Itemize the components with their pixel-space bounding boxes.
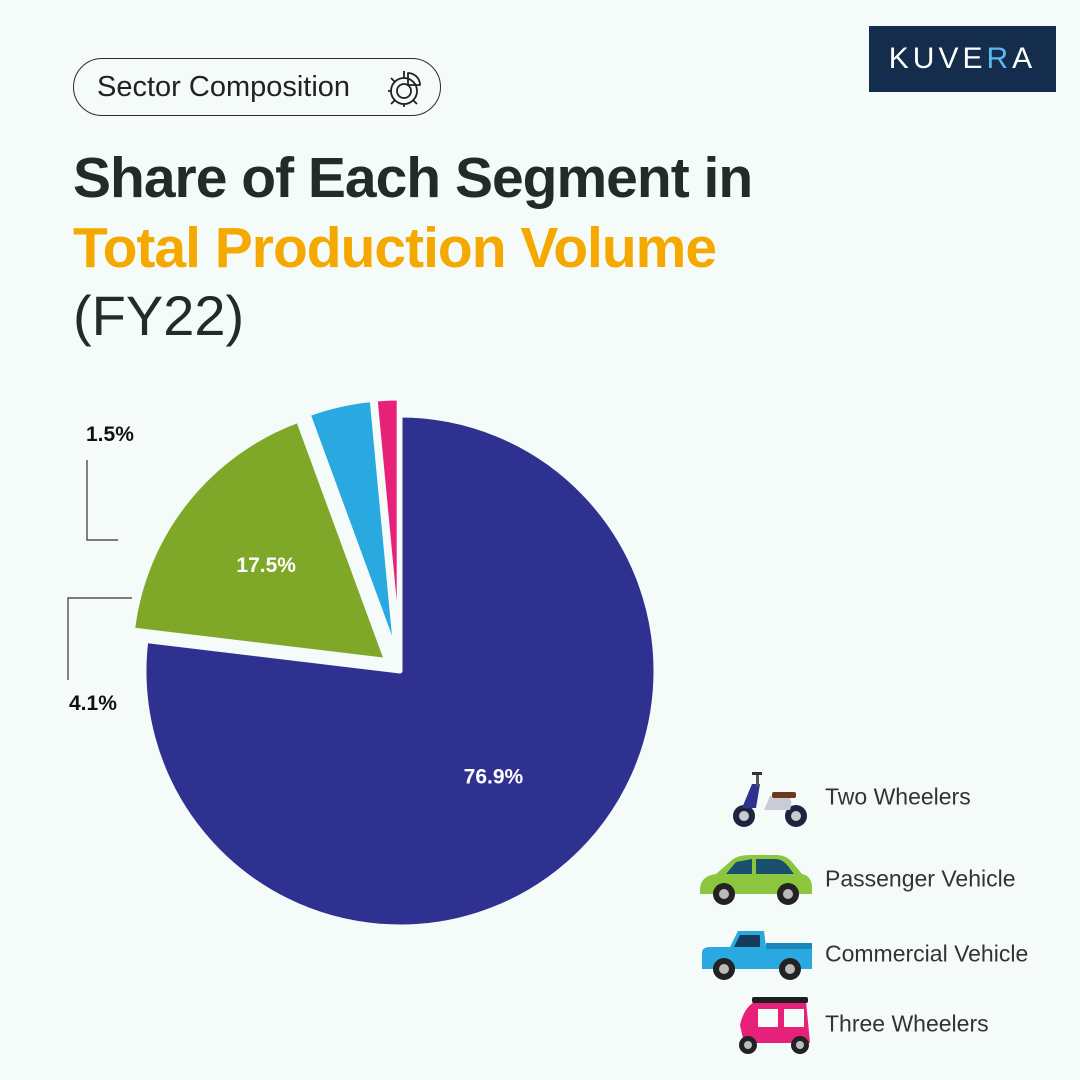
logo-text-accent: R [986, 42, 1013, 75]
pie-chart: 76.9% 17.5% 4.1% 1.5% [67, 395, 659, 930]
legend-label: Three Wheelers [825, 1010, 989, 1037]
chart-subtitle: (FY22) [73, 284, 245, 347]
sector-badge-label: Sector Composition [97, 70, 351, 103]
legend-item-commercial-vehicle: Commercial Vehicle [694, 921, 1074, 987]
sector-badge: Sector Composition [73, 58, 441, 116]
legend-label: Passenger Vehicle [825, 865, 1016, 892]
slice-label-two-wheelers: 76.9% [464, 765, 524, 788]
pickup-truck-icon [702, 931, 812, 980]
pie-slice-passenger-vehicle [129, 417, 390, 663]
leader-line-commercial-vehicle [67, 597, 132, 680]
slice-label-three-wheelers: 1.5% [86, 423, 134, 446]
legend-label: Commercial Vehicle [825, 940, 1029, 967]
legend-item-passenger-vehicle: Passenger Vehicle [694, 846, 1074, 912]
kuvera-logo: KUVE R A [869, 26, 1056, 92]
pie-slice-two-wheelers [141, 412, 659, 930]
slice-label-passenger-vehicle: 17.5% [236, 554, 296, 577]
pie-chart-gear-icon [388, 71, 421, 107]
legend-label: Two Wheelers [825, 783, 971, 810]
title-line-2: Total Production Volume [73, 216, 717, 280]
scooter-icon [733, 772, 807, 827]
legend-item-three-wheelers: Three Wheelers [694, 991, 1074, 1057]
auto-rickshaw-icon [739, 997, 810, 1054]
pie-slice-three-wheelers [372, 395, 402, 657]
logo-text-main: KUVE [888, 42, 987, 75]
legend-item-two-wheelers: Two Wheelers [694, 764, 1074, 830]
logo-text-end: A [1012, 42, 1037, 75]
leader-line-three-wheelers [86, 460, 118, 541]
pie-slice-commercial-vehicle [305, 397, 399, 657]
chart-title: Share of Each Segment in Total Productio… [73, 143, 753, 283]
car-icon [700, 855, 812, 905]
title-line-1: Share of Each Segment in [73, 146, 753, 210]
slice-label-commercial-vehicle: 4.1% [69, 692, 117, 715]
